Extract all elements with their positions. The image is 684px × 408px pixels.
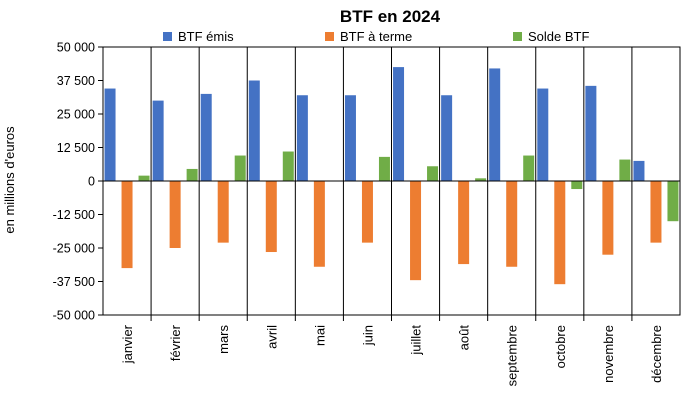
- x-tick-label: mars: [216, 325, 231, 354]
- bar: [650, 181, 662, 243]
- bar: [523, 155, 535, 181]
- bar: [458, 181, 470, 265]
- x-tick-label: mai: [312, 325, 327, 346]
- y-tick-label: 37 500: [57, 74, 95, 88]
- x-tick-label: juillet: [409, 325, 424, 356]
- bar: [393, 67, 405, 181]
- bar: [427, 166, 439, 181]
- legend-entry: BTF à terme: [340, 29, 412, 44]
- legend-entry: BTF émis: [178, 29, 234, 44]
- legend-swatch: [513, 32, 522, 41]
- y-tick-label: -50 000: [53, 309, 95, 323]
- bar: [361, 181, 373, 243]
- plot-area: 50 000 37 500 25 000 12 500 0 -12 500 -25 000 -…: [53, 41, 681, 386]
- bar: [152, 100, 164, 181]
- bar: [186, 168, 198, 181]
- y-tick-label: -37 500: [53, 275, 95, 289]
- bar: [282, 151, 294, 181]
- bar: [248, 80, 260, 181]
- bar: [585, 85, 597, 181]
- bar: [571, 181, 583, 190]
- legend-entry: Solde BTF: [528, 29, 589, 44]
- bar: [378, 156, 390, 181]
- bar: [313, 181, 325, 267]
- x-tick-label: septembre: [505, 325, 520, 386]
- bar: [200, 93, 212, 181]
- x-tick-label: octobre: [553, 325, 568, 368]
- y-tick-label: 0: [88, 175, 95, 189]
- y-tick-label: 25 000: [57, 108, 95, 122]
- bar: [296, 95, 308, 181]
- bar: [138, 175, 150, 181]
- x-tick-label: février: [168, 324, 183, 361]
- chart-title: BTF en 2024: [340, 7, 441, 26]
- bar: [265, 181, 277, 253]
- bar: [667, 181, 679, 222]
- bar: [602, 181, 614, 255]
- y-axis-label: en millions d'euros: [2, 126, 17, 234]
- x-tick-label: janvier: [120, 324, 135, 364]
- bar: [410, 181, 422, 281]
- bar: [554, 181, 566, 285]
- bar: [121, 181, 133, 269]
- bar: [489, 68, 501, 181]
- x-tick-label: décembre: [649, 325, 664, 383]
- y-tick-label: -25 000: [53, 242, 95, 256]
- y-tick-label: -12 500: [53, 208, 95, 222]
- bar: [344, 95, 356, 181]
- bar: [234, 155, 246, 181]
- legend-swatch: [163, 32, 172, 41]
- bar: [441, 95, 453, 181]
- x-tick-label: juin: [360, 325, 375, 346]
- bar: [619, 159, 631, 181]
- bar: [506, 181, 518, 267]
- legend: BTF émis BTF à terme Solde BTF: [163, 29, 589, 44]
- y-tick-label: 50 000: [57, 41, 95, 55]
- bar: [537, 88, 549, 181]
- x-tick-label: avril: [264, 325, 279, 349]
- x-tick-label: août: [457, 325, 472, 351]
- bar: [475, 178, 487, 181]
- x-tick-label: novembre: [601, 325, 616, 383]
- bar: [104, 88, 116, 181]
- bar: [169, 181, 181, 248]
- bar: [633, 160, 645, 181]
- bar: [217, 181, 229, 243]
- y-tick-label: 12 500: [57, 141, 95, 155]
- legend-swatch: [325, 32, 334, 41]
